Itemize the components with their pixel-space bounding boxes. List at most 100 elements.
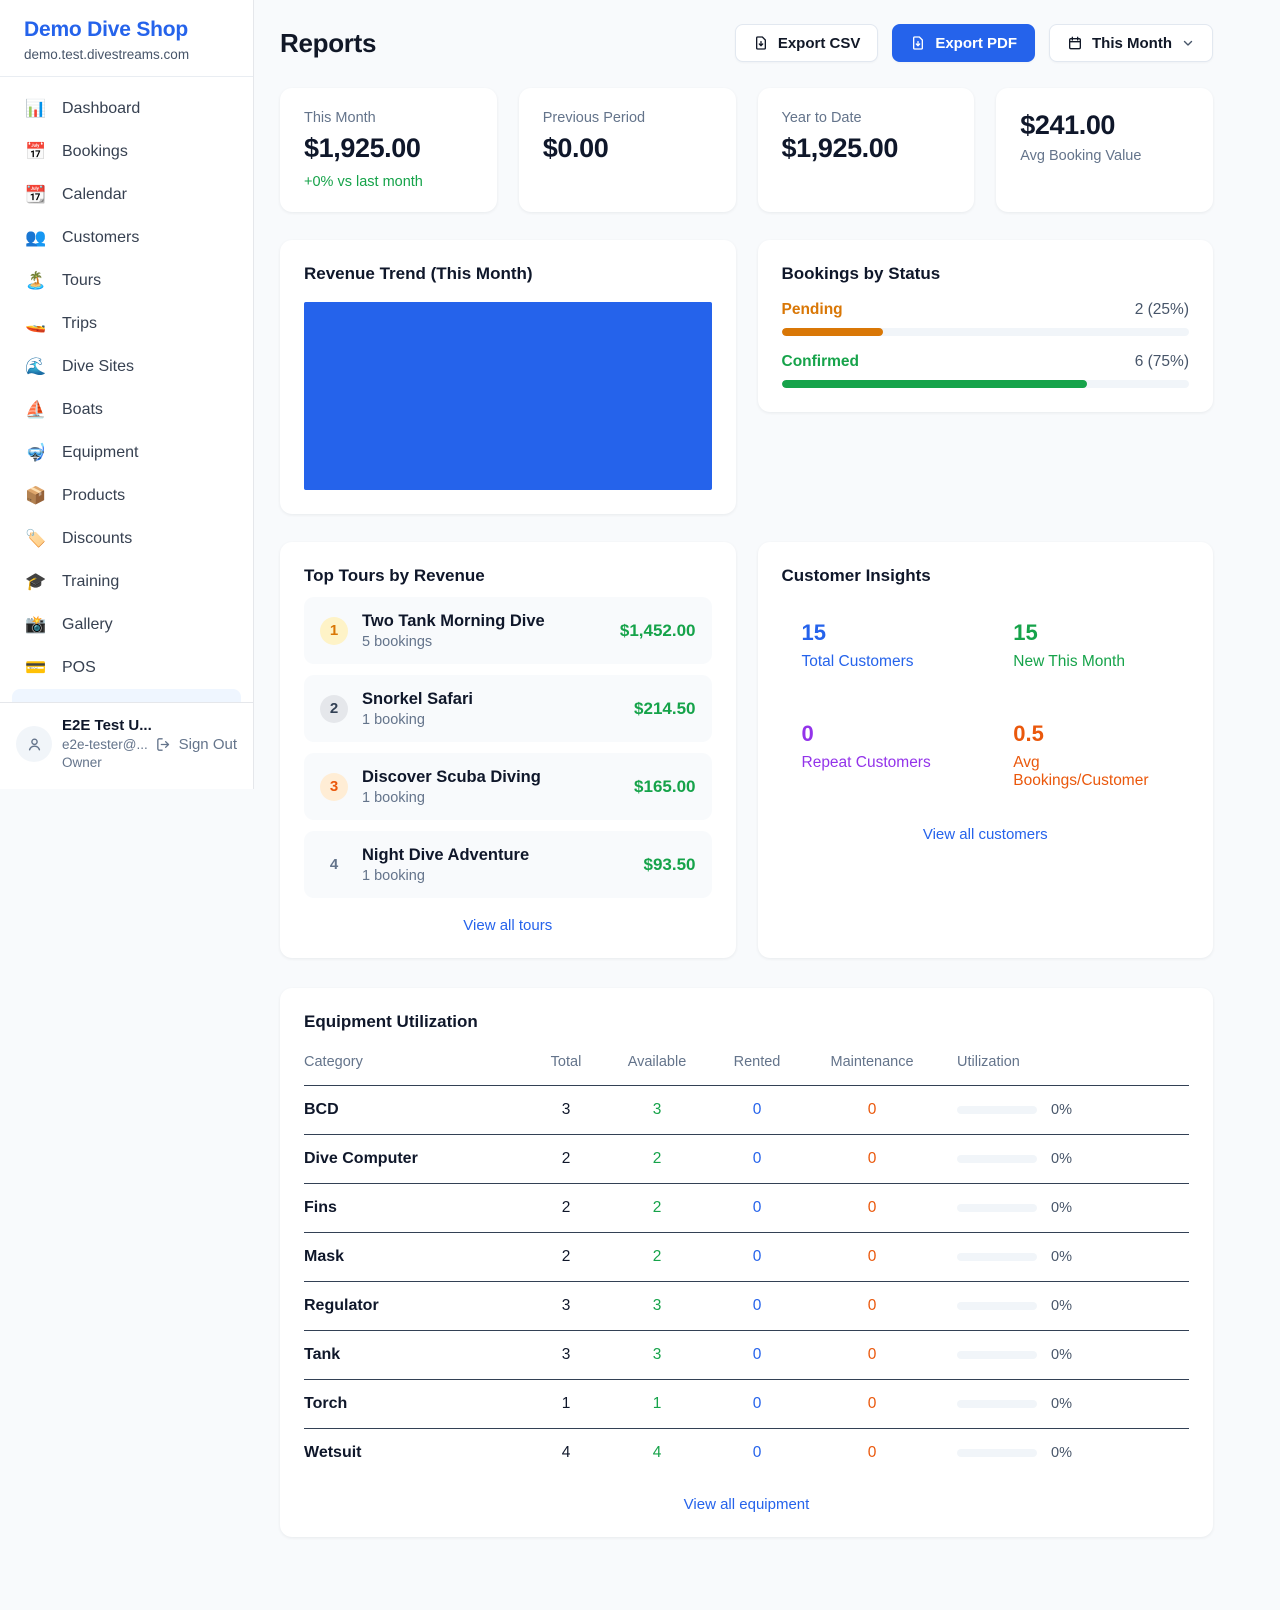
customer-insights-title: Customer Insights bbox=[781, 566, 931, 585]
utilization-percent: 0% bbox=[1051, 1298, 1072, 1314]
tour-list: 1 Two Tank Morning Dive 5 bookings $1,45… bbox=[304, 597, 712, 898]
tour-bookings: 1 booking bbox=[362, 789, 425, 806]
period-dropdown[interactable]: This Month bbox=[1049, 24, 1213, 62]
export-pdf-button[interactable]: Export PDF bbox=[892, 24, 1036, 62]
insight-value: 0.5 bbox=[1013, 721, 1044, 746]
revenue-trend-card: Revenue Trend (This Month) bbox=[280, 240, 736, 514]
cell-maintenance: 0 bbox=[867, 1444, 877, 1461]
nav-item-icon: 🏝️ bbox=[25, 270, 47, 290]
cell-rented: 0 bbox=[707, 1330, 807, 1380]
sidebar-item[interactable]: 📆 Calendar bbox=[12, 173, 241, 216]
stat-value: $0.00 bbox=[542, 133, 609, 163]
user-role: Owner bbox=[62, 755, 102, 771]
status-bar-track bbox=[781, 328, 1189, 336]
utilization-bar-track bbox=[957, 1400, 1037, 1408]
sidebar-item[interactable]: 👥 Customers bbox=[12, 216, 241, 259]
cell-category: BCD bbox=[304, 1085, 525, 1135]
insight-tile: 0.5 Avg Bookings/Customer bbox=[993, 704, 1189, 807]
tour-row[interactable]: 2 Snorkel Safari 1 booking $214.50 bbox=[304, 675, 712, 742]
insight-label: Repeat Customers bbox=[801, 754, 931, 771]
cell-available: 2 bbox=[607, 1134, 707, 1184]
cell-available: 2 bbox=[607, 1232, 707, 1282]
status-list: Pending 2 (25%) Confirmed 6 (75%) bbox=[781, 301, 1189, 388]
table-row: Torch 1 1 0 0 0% bbox=[304, 1379, 1189, 1429]
nav-item-label: Customers bbox=[62, 228, 140, 246]
insight-label: New This Month bbox=[1013, 653, 1125, 670]
sidebar-item[interactable]: 📅 Bookings bbox=[12, 130, 241, 173]
nav-item-icon: 📆 bbox=[25, 184, 47, 204]
sidebar-item[interactable]: 📦 Products bbox=[12, 474, 241, 517]
tour-row[interactable]: 1 Two Tank Morning Dive 5 bookings $1,45… bbox=[304, 597, 712, 664]
export-csv-button[interactable]: Export CSV bbox=[734, 24, 879, 62]
table-row: Mask 2 2 0 0 0% bbox=[304, 1232, 1189, 1282]
calendar-icon bbox=[1069, 36, 1082, 50]
cell-maintenance: 0 bbox=[807, 1330, 937, 1380]
insight-tiles: 15 Total Customers 15 New This Month 0 R… bbox=[782, 603, 1190, 807]
nav-item-icon: 🎓 bbox=[25, 571, 47, 591]
nav-item-label: Trips bbox=[62, 314, 97, 332]
insight-value: 0 bbox=[801, 721, 814, 746]
utilization-percent: 0% bbox=[1051, 1151, 1072, 1167]
equipment-utilization-card: Equipment Utilization Category Total Ava… bbox=[280, 988, 1213, 1537]
sidebar-item[interactable]: 💳 POS bbox=[12, 646, 241, 689]
equipment-table: Category Total Available Rented Maintena… bbox=[304, 1040, 1189, 1477]
cell-maintenance: 0 bbox=[807, 1379, 937, 1429]
sidebar-item[interactable]: ⛵ Boats bbox=[12, 388, 241, 431]
cell-available: 3 bbox=[607, 1281, 707, 1331]
nav-item-icon: 📸 bbox=[25, 614, 47, 634]
bookings-by-status-title: Bookings by Status bbox=[781, 264, 941, 283]
view-all-equipment-link[interactable]: View all equipment bbox=[683, 1496, 810, 1513]
sidebar-nav: 📊 Dashboard 📅 Bookings 📆 Calendar 👥 Cust… bbox=[0, 77, 253, 689]
nav-item-label: Products bbox=[62, 486, 126, 504]
cell-available: 2 bbox=[607, 1183, 707, 1233]
sign-out-button[interactable]: Sign Out bbox=[155, 736, 237, 753]
header-actions: Export CSV Export PDF This Month bbox=[734, 24, 1213, 62]
tour-name: Night Dive Adventure bbox=[362, 845, 530, 864]
nav-item-label: POS bbox=[62, 658, 96, 676]
brand-box: Demo Dive Shop demo.test.divestreams.com bbox=[0, 0, 253, 77]
sidebar-item[interactable]: 🎓 Training bbox=[12, 560, 241, 603]
insight-tile: 15 New This Month bbox=[993, 603, 1189, 688]
cell-category: Wetsuit bbox=[304, 1444, 362, 1461]
user-panel: E2E Test U... e2e-tester@... Owner Sign … bbox=[0, 702, 253, 789]
sidebar-item[interactable]: 🏷️ Discounts bbox=[12, 517, 241, 560]
insight-tile: 15 Total Customers bbox=[782, 603, 978, 688]
cell-rented: 0 bbox=[707, 1134, 807, 1184]
utilization-percent: 0% bbox=[1051, 1347, 1072, 1363]
view-all-tours-link[interactable]: View all tours bbox=[463, 917, 553, 934]
equipment-utilization-title: Equipment Utilization bbox=[304, 1012, 478, 1031]
cell-total: 2 bbox=[525, 1232, 607, 1282]
table-row: Tank 3 3 0 0 0% bbox=[304, 1330, 1189, 1380]
avatar bbox=[16, 726, 52, 763]
cell-maintenance: 0 bbox=[807, 1281, 937, 1331]
cell-total: 3 bbox=[525, 1281, 607, 1331]
sidebar-item[interactable]: 🤿 Equipment bbox=[12, 431, 241, 474]
cell-total: 1 bbox=[525, 1379, 607, 1429]
tour-row[interactable]: 4 Night Dive Adventure 1 booking $93.50 bbox=[304, 831, 712, 898]
cell-utilization: 0% bbox=[937, 1429, 1189, 1478]
sidebar-item[interactable]: 🌊 Dive Sites bbox=[12, 345, 241, 388]
stat-label: Year to Date bbox=[781, 110, 862, 126]
table-row: Wetsuit 4 4 0 0 0% bbox=[304, 1429, 1189, 1478]
cell-total: 2 bbox=[525, 1134, 607, 1184]
tour-revenue: $214.50 bbox=[634, 698, 696, 718]
cell-rented: 0 bbox=[707, 1379, 807, 1429]
tour-info: Two Tank Morning Dive 5 bookings bbox=[362, 612, 545, 650]
sidebar-item-active-partial[interactable] bbox=[12, 689, 241, 702]
sidebar-item[interactable]: 📊 Dashboard bbox=[12, 87, 241, 130]
sidebar-item[interactable]: 🏝️ Tours bbox=[12, 259, 241, 302]
tour-rank-badge: 4 bbox=[329, 856, 339, 873]
table-row: Fins 2 2 0 0 0% bbox=[304, 1183, 1189, 1233]
view-all-customers-link[interactable]: View all customers bbox=[922, 826, 1048, 843]
sidebar-item[interactable]: 📸 Gallery bbox=[12, 603, 241, 646]
sidebar-item[interactable]: 🚤 Trips bbox=[12, 302, 241, 345]
stat-label: This Month bbox=[304, 110, 376, 126]
customer-insights-card: Customer Insights 15 Total Customers 15 … bbox=[757, 542, 1213, 958]
stat-value: $1,925.00 bbox=[781, 133, 899, 163]
stat-year-to-date: Year to Date $1,925.00 bbox=[757, 88, 975, 212]
nav-item-icon: 📊 bbox=[25, 98, 47, 118]
tour-row[interactable]: 3 Discover Scuba Diving 1 booking $165.0… bbox=[304, 753, 712, 820]
insight-label: Total Customers bbox=[801, 653, 914, 670]
nav-item-icon: 📅 bbox=[25, 141, 47, 161]
utilization-bar-track bbox=[957, 1204, 1037, 1212]
